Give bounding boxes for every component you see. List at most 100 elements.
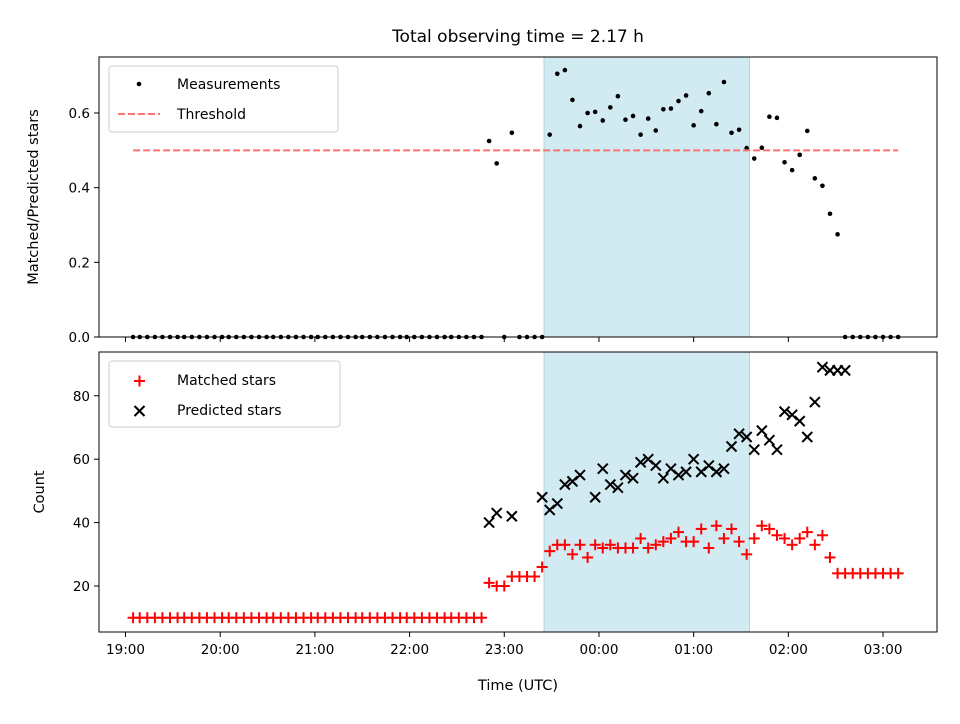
predicted-stars-point [756, 424, 768, 437]
matched-stars-point [544, 545, 556, 557]
x-tick-label: 20:00 [201, 642, 240, 658]
measurement-point [714, 121, 719, 127]
bot-y-tick-label: 40 [73, 516, 90, 532]
matched-stars-point [763, 523, 775, 535]
measurement-point [797, 152, 803, 158]
measurement-point [577, 123, 583, 129]
measurement-point [729, 130, 734, 136]
predicted-stars-point [771, 443, 783, 456]
matched-stars-point [733, 536, 745, 548]
measurement-point [630, 113, 636, 119]
top-y-tick-label: 0.4 [69, 181, 90, 197]
x-tick-label: 19:00 [106, 642, 145, 658]
matched-stars-point [809, 539, 821, 551]
bot-y-tick-label: 80 [73, 389, 90, 405]
x-tick-label: 22:00 [390, 642, 429, 658]
measurement-point [744, 145, 749, 151]
measurement-point [562, 67, 568, 73]
matched-stars-point [718, 532, 730, 544]
predicted-stars-point [793, 415, 806, 427]
predicted-stars-point [710, 466, 723, 478]
bottom-panel-frame [98, 351, 938, 633]
predicted-stars-point [650, 459, 662, 472]
measurement-point [600, 118, 606, 123]
x-tick-label: 02:00 [769, 642, 808, 658]
predicted-stars-point [839, 364, 851, 377]
matched-stars-point [741, 548, 753, 560]
matched-stars-point [574, 539, 586, 551]
matched-stars-point [642, 542, 654, 554]
top-panel: 0.0 0.2 0.4 0.6 Matched/Predicted stars Mea… [26, 56, 938, 346]
matched-stars-point [627, 542, 639, 554]
top-highlight-span [543, 56, 751, 338]
top-y-tick-label: 0.2 [69, 255, 90, 271]
predicted-stars-point [657, 472, 670, 484]
predicted-stars-point [763, 434, 776, 446]
matched-stars-point [483, 577, 495, 589]
x-tick-label: 00:00 [580, 642, 619, 658]
matched-stars-point [748, 532, 760, 544]
predicted-stars-point [672, 469, 685, 481]
matched-stars-point [582, 551, 594, 563]
matched-stars-point [665, 532, 677, 544]
legend-measurements-label: Measurements [177, 77, 280, 93]
top-panel-marks [130, 67, 901, 340]
measurement-point [789, 167, 795, 173]
predicted-stars-point [634, 456, 647, 469]
matched-stars-point [779, 532, 791, 544]
legend-matched-label: Matched stars [177, 373, 276, 389]
matched-stars-point [695, 523, 707, 535]
matched-stars-point [657, 536, 669, 548]
predicted-stars-point [551, 497, 564, 510]
legend-threshold-label: Threshold [176, 107, 246, 123]
measurement-point [668, 106, 674, 111]
measurement-point [486, 138, 492, 144]
matched-stars-point [771, 529, 783, 541]
measurement-point [812, 176, 818, 181]
matched-stars-point [710, 520, 722, 532]
measurement-point [721, 79, 727, 85]
predicted-stars-point [725, 440, 738, 453]
measurement-point [736, 127, 742, 133]
matched-stars-point [786, 539, 798, 551]
predicted-stars-point [748, 443, 760, 456]
matched-stars-point [566, 548, 578, 560]
measurement-point [494, 161, 499, 166]
matched-stars-point [597, 542, 609, 554]
measurement-point [623, 117, 628, 123]
top-y-axis-label: Matched/Predicted stars [26, 109, 42, 285]
measurement-point [835, 232, 840, 237]
measurement-point [570, 97, 575, 103]
legend-predicted-label: Predicted stars [177, 403, 282, 419]
measurement-point [683, 93, 689, 98]
chart-title: Total observing time = 2.17 h [391, 27, 644, 47]
legend-matched-marker [134, 375, 145, 387]
measurement-point [751, 156, 757, 161]
measurement-point [592, 109, 598, 115]
bottom-legend-box [108, 360, 341, 428]
measurement-point [638, 132, 643, 137]
predicted-stars-point [597, 462, 609, 475]
bot-y-tick-label: 60 [73, 452, 90, 468]
measurement-point [759, 145, 765, 151]
matched-stars-point [703, 542, 715, 554]
matched-stars-point [824, 551, 836, 563]
measurement-point [554, 71, 560, 77]
x-tick-label: 23:00 [485, 642, 524, 658]
top-legend: Measurements Threshold [108, 65, 339, 133]
matched-stars-point [476, 612, 488, 624]
top-legend-box [108, 65, 339, 133]
predicted-stars-point [778, 405, 791, 418]
predicted-stars-point [589, 491, 601, 503]
predicted-stars-point [574, 469, 586, 481]
measurement-point [774, 115, 780, 121]
matched-stars-point [604, 539, 616, 551]
measurement-point [661, 106, 666, 112]
matched-stars-point [536, 561, 548, 573]
x-tick-label: 21:00 [295, 642, 334, 658]
matched-stars-point [688, 536, 700, 548]
matched-stars-point [672, 526, 684, 538]
predicted-stars-point [619, 469, 632, 481]
predicted-stars-point [627, 472, 639, 484]
